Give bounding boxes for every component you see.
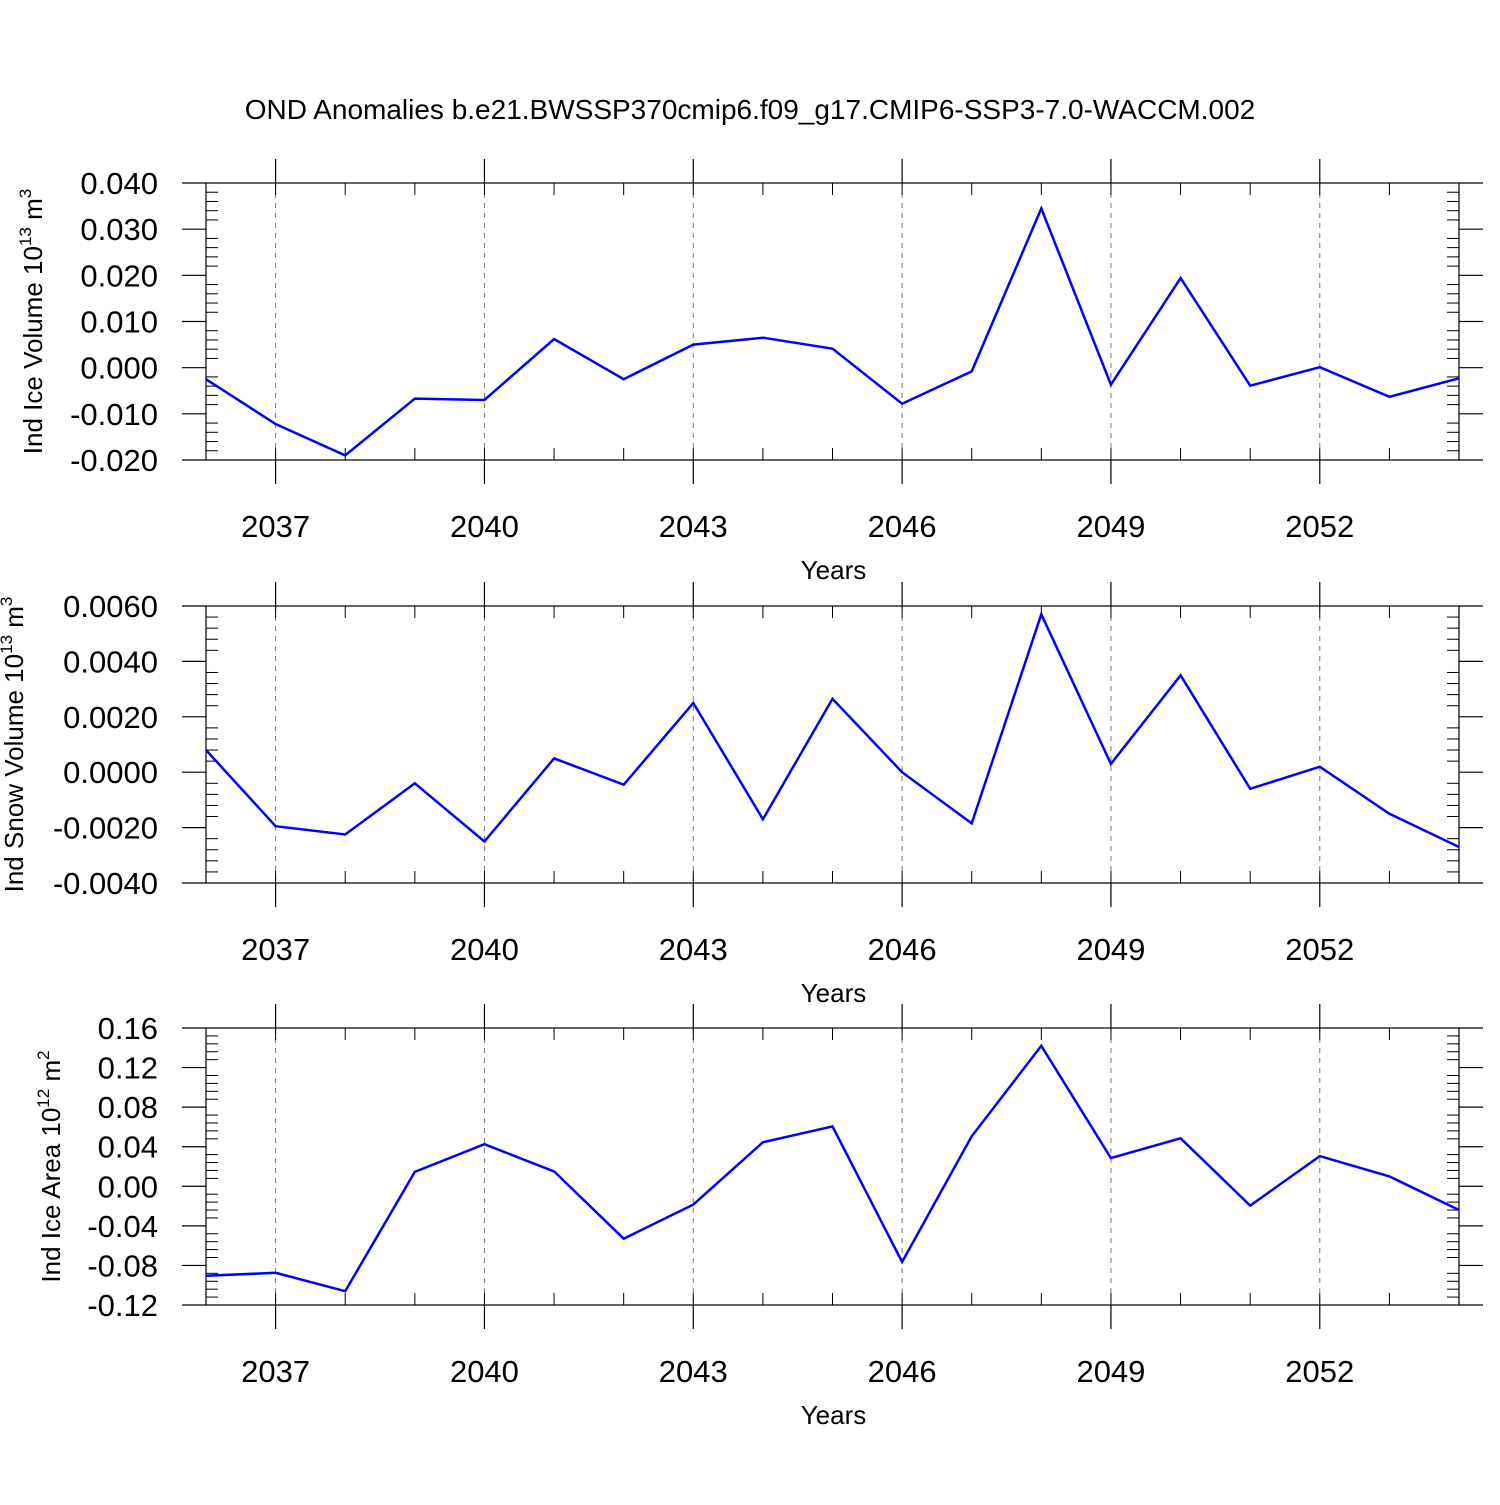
y-tick-label: 0.00 xyxy=(98,1169,158,1204)
y-tick-label: 0.020 xyxy=(80,258,158,293)
x-axis-label: Years xyxy=(801,978,867,1008)
plot-frame xyxy=(205,182,1460,461)
x-tick-label: 2043 xyxy=(659,1354,728,1389)
x-tick-label: 2046 xyxy=(868,932,937,967)
y-tick-label: -0.08 xyxy=(87,1248,158,1283)
y-tick-label: 0.08 xyxy=(98,1090,158,1125)
y-axis-label: Ind Ice Volume 1013 m3 xyxy=(16,189,48,454)
x-tick-label: 2040 xyxy=(450,509,519,544)
x-tick-label: 2049 xyxy=(1076,1354,1145,1389)
x-tick-label: 2037 xyxy=(241,509,310,544)
x-tick-label: 2046 xyxy=(868,1354,937,1389)
y-axis-label-text: Ind Ice Area 10 xyxy=(36,1108,66,1283)
x-tick-label: 2040 xyxy=(450,932,519,967)
y-axis-label-exponent: 12 xyxy=(34,1089,53,1108)
plot-frame xyxy=(205,1027,1460,1306)
series-line xyxy=(205,610,1460,849)
series-line xyxy=(205,205,1460,457)
y-axis-label-exponent: 13 xyxy=(0,635,16,654)
y-tick-label: 0.0020 xyxy=(63,700,158,735)
x-tick-label: 2052 xyxy=(1285,932,1354,967)
x-tick-label: 2046 xyxy=(868,509,937,544)
y-tick-label: 0.000 xyxy=(80,351,158,386)
series-line xyxy=(205,1043,1460,1293)
x-tick-label: 2043 xyxy=(659,509,728,544)
y-tick-label: 0.12 xyxy=(98,1051,158,1086)
x-tick-label: 2037 xyxy=(241,1354,310,1389)
y-axis-label-unit: m xyxy=(18,198,48,227)
y-tick-label: -0.0040 xyxy=(53,866,158,901)
y-axis-label-exponent: 13 xyxy=(16,227,35,246)
x-tick-label: 2052 xyxy=(1285,509,1354,544)
y-axis-label-text: Ind Ice Volume 10 xyxy=(18,246,48,454)
x-tick-label: 2049 xyxy=(1076,932,1145,967)
y-tick-label: -0.12 xyxy=(87,1288,158,1323)
x-axis-label: Years xyxy=(801,555,867,585)
y-tick-label: 0.030 xyxy=(80,212,158,247)
x-tick-label: 2037 xyxy=(241,932,310,967)
y-tick-label: -0.0020 xyxy=(53,811,158,846)
plot-frame xyxy=(205,605,1460,884)
chart-title: OND Anomalies b.e21.BWSSP370cmip6.f09_g1… xyxy=(245,94,1256,125)
y-tick-label: 0.0060 xyxy=(63,589,158,624)
y-tick-label: -0.020 xyxy=(70,443,158,478)
y-axis-label: Ind Ice Area 1012 m2 xyxy=(34,1050,66,1282)
y-axis-label-unit-exponent: 2 xyxy=(34,1050,53,1059)
x-tick-label: 2043 xyxy=(659,932,728,967)
y-axis-label-unit: m xyxy=(0,606,29,635)
x-tick-label: 2049 xyxy=(1076,509,1145,544)
y-tick-label: 0.040 xyxy=(80,166,158,201)
y-tick-label: 0.010 xyxy=(80,305,158,340)
y-tick-label: -0.04 xyxy=(87,1209,158,1244)
y-axis-label-unit-exponent: 3 xyxy=(0,597,16,606)
x-axis-label: Years xyxy=(801,1400,867,1430)
y-axis-label-unit: m xyxy=(36,1060,66,1089)
y-axis-label-unit-exponent: 3 xyxy=(16,189,35,198)
y-tick-label: 0.16 xyxy=(98,1011,158,1046)
y-axis-label: Ind Snow Volume 1013 m3 xyxy=(0,597,29,893)
y-tick-label: 0.0000 xyxy=(63,755,158,790)
y-tick-label: 0.0040 xyxy=(63,644,158,679)
y-tick-label: -0.010 xyxy=(70,397,158,432)
x-tick-label: 2052 xyxy=(1285,1354,1354,1389)
y-tick-label: 0.04 xyxy=(98,1130,158,1165)
x-tick-label: 2040 xyxy=(450,1354,519,1389)
y-axis-label-text: Ind Snow Volume 10 xyxy=(0,654,29,893)
